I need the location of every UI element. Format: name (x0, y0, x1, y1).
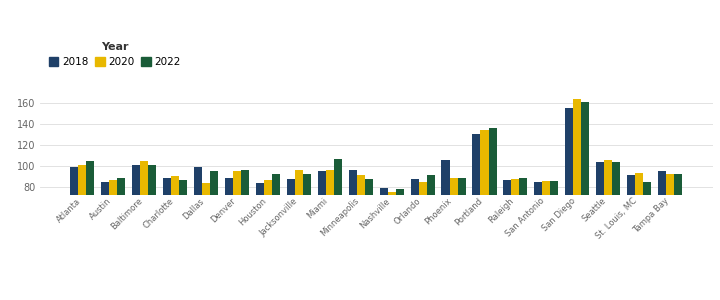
Bar (365, 179, 373, 271)
Bar (202, 183, 210, 271)
Bar (565, 108, 573, 271)
Bar (179, 180, 187, 271)
Bar (148, 164, 156, 271)
Bar (140, 161, 148, 271)
Bar (109, 180, 117, 271)
Bar (348, 170, 356, 271)
Bar (612, 162, 621, 271)
Bar (480, 130, 488, 271)
Bar (627, 175, 635, 271)
Bar (171, 176, 179, 271)
Bar (294, 170, 303, 271)
Bar (272, 174, 280, 271)
Bar (396, 189, 404, 271)
Bar (581, 101, 590, 271)
Bar (78, 164, 86, 271)
Bar (427, 175, 435, 271)
Bar (503, 180, 511, 271)
Bar (132, 164, 140, 271)
Bar (658, 171, 666, 271)
Bar (86, 161, 94, 271)
Bar (441, 160, 449, 271)
Bar (534, 182, 542, 271)
Bar (519, 178, 528, 271)
Bar (635, 173, 643, 271)
Bar (334, 159, 342, 271)
Bar (233, 171, 241, 271)
Bar (550, 181, 559, 271)
Bar (264, 180, 272, 271)
Bar (458, 178, 466, 271)
Bar (256, 183, 264, 271)
Bar (472, 134, 480, 271)
Bar (117, 178, 125, 271)
Bar (356, 175, 365, 271)
Bar (101, 182, 109, 271)
Bar (449, 178, 458, 271)
Bar (241, 170, 249, 271)
Bar (194, 167, 202, 271)
Bar (387, 192, 396, 271)
Bar (325, 170, 334, 271)
Bar (225, 178, 233, 271)
Bar (410, 179, 418, 271)
Bar (163, 178, 171, 271)
Bar (674, 174, 682, 271)
Bar (418, 182, 427, 271)
Bar (318, 171, 325, 271)
Bar (488, 128, 497, 271)
Bar (287, 179, 294, 271)
Bar (604, 160, 612, 271)
Bar (666, 174, 674, 271)
Bar (210, 171, 218, 271)
Bar (596, 162, 604, 271)
Bar (71, 167, 78, 271)
Bar (303, 174, 311, 271)
Bar (511, 179, 519, 271)
Bar (379, 188, 387, 271)
Bar (542, 181, 550, 271)
Bar (573, 99, 581, 271)
Bar (643, 182, 652, 271)
Legend: 2018, 2020, 2022: 2018, 2020, 2022 (45, 38, 185, 71)
